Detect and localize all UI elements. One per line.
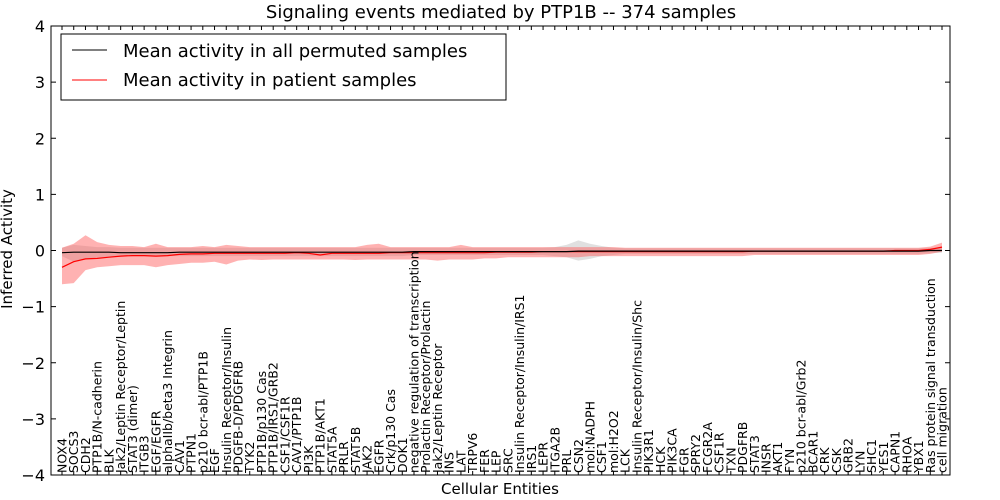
series-lines [61, 246, 943, 268]
x-axis-label: Cellular Entities [441, 480, 559, 498]
category-label: CSF1/CSF1R [277, 396, 292, 473]
category-label: PRL [559, 450, 574, 473]
category-label: p210 bcr-abl/PTP1B [195, 351, 210, 473]
category-label: CSK [829, 447, 844, 473]
category-label: PIK3R1 [641, 429, 656, 473]
y-axis-ticks: 4 3 2 1 0 −1 −2 −3 −4 [21, 17, 950, 485]
category-label: PDGFB-D/PDGFRB [231, 361, 246, 473]
category-label: negative regulation of transcription [407, 251, 422, 473]
category-label: Insulin Receptor/Insulin [219, 327, 234, 473]
category-label: SOCS3 [66, 431, 81, 473]
y-tick-label: −2 [21, 354, 45, 373]
y-axis-label: Inferred Activity [0, 189, 16, 309]
legend-box [60, 33, 507, 101]
category-label: PTP1B/IRS1/GRB2 [266, 362, 281, 473]
category-label: TXN [723, 447, 738, 474]
category-label: ITGA2B [547, 427, 562, 473]
chart-title: Signaling events mediated by PTP1B -- 37… [266, 2, 736, 23]
category-label: LEP [489, 450, 504, 473]
category-label: Insulin Receptor/Insulin/IRS1 [512, 295, 527, 473]
category-label: INS [442, 452, 457, 473]
y-tick-label: 2 [35, 129, 45, 148]
category-label: p210 bcr-abl/Grb2 [794, 360, 809, 473]
legend-label-permuted: Mean activity in all permuted samples [123, 41, 467, 62]
band-patient [62, 235, 942, 285]
legend-label-patient: Mean activity in patient samples [123, 70, 417, 91]
legend: Mean activity in all permuted samples Me… [60, 33, 507, 101]
category-label: CAPN1 [888, 431, 903, 473]
category-label: BCAR1 [805, 431, 820, 473]
y-tick-label: 1 [35, 185, 45, 204]
category-label: SPRY2 [688, 434, 703, 473]
category-label: FYN [782, 449, 797, 473]
y-tick-label: −4 [21, 466, 45, 485]
category-label: NOX4 [55, 438, 70, 473]
category-label: CSN2 [571, 439, 586, 473]
category-label: PTP1B/AKT1 [313, 398, 328, 473]
category-label: INSR [759, 443, 774, 473]
category-label: BLK [101, 448, 116, 473]
category-label: ITGB3 [137, 435, 152, 473]
category-label: STAT5B [348, 427, 363, 473]
category-label: Jak2/Leptin Receptor/Leptin [113, 301, 128, 474]
category-label: LAT [453, 450, 468, 473]
category-label: DOK1 [395, 437, 410, 473]
category-label: CDH2 [78, 437, 93, 473]
category-label: EGF/EGFR [148, 410, 163, 473]
category-label: CSF1 [594, 441, 609, 473]
category-label: PRLR [336, 441, 351, 473]
category-label: YES1 [876, 442, 891, 474]
category-label: FCGR2A [700, 422, 715, 473]
category-label: PTPN1 [184, 433, 199, 473]
category-label: cell migration [935, 387, 950, 473]
category-label: Crk/p130 Cas [383, 389, 398, 473]
category-label: TRPV6 [465, 433, 480, 474]
category-label: PI3K [301, 445, 316, 473]
category-label: FGR [676, 447, 691, 473]
category-label: CRK [817, 447, 832, 473]
category-label: Prolactin Receptor/Prolactin [418, 301, 433, 473]
category-label: SRC [500, 448, 515, 473]
y-tick-label: 3 [35, 73, 45, 92]
y-tick-label: 0 [35, 242, 45, 261]
y-tick-label: −3 [21, 410, 45, 429]
category-label: alphaIIb/beta3 Integrin [160, 330, 175, 473]
series-line-permuted [61, 249, 942, 254]
category-label: LCK [618, 448, 633, 473]
category-label: Jak2/Leptin Receptor [430, 343, 445, 474]
category-label: FER [477, 449, 492, 473]
category-label: STAT3 (dimer) [125, 385, 140, 473]
y-tick-label: 4 [35, 17, 45, 36]
category-label: RHOA [899, 436, 914, 473]
category-label: STAT5A [324, 426, 339, 473]
category-label: CSF1R [712, 432, 727, 473]
category-label: GRB2 [841, 438, 856, 473]
category-label: PIK3CA [665, 428, 680, 473]
category-label: PDGFRB [735, 422, 750, 473]
category-label: LEPR [536, 442, 551, 473]
category-label: PTP1B/p130 Cas [254, 371, 269, 473]
category-label: mol:NADPH [583, 401, 598, 473]
category-label: CAV1/PTP1B [289, 397, 304, 473]
category-label: STAT3 [747, 435, 762, 473]
category-label: HCK [653, 446, 668, 473]
category-label: EGF [207, 448, 222, 473]
category-label: Ras protein signal transduction [923, 278, 938, 473]
category-label: TYK2 [242, 442, 257, 474]
category-label: CAV1 [172, 440, 187, 473]
confidence-bands [62, 235, 942, 285]
x-axis-ticks: NOX4SOCS3CDH2PTP1B/N-cadherinBLKJak2/Lep… [55, 26, 950, 475]
y-tick-label: −1 [21, 298, 45, 317]
category-label: JAK2 [360, 445, 375, 474]
category-label: Insulin Receptor/Insulin/Shc [629, 300, 644, 473]
category-label: YBX1 [911, 440, 926, 474]
category-label: EGFR [371, 439, 386, 473]
category-label: AKT1 [770, 442, 785, 473]
category-label: mol:H2O2 [606, 410, 621, 473]
category-label: PTP1B/N-cadherin [90, 361, 105, 473]
category-label: LYN [852, 451, 867, 473]
category-label: IRS1 [524, 445, 539, 473]
category-label: SHC1 [864, 439, 879, 473]
